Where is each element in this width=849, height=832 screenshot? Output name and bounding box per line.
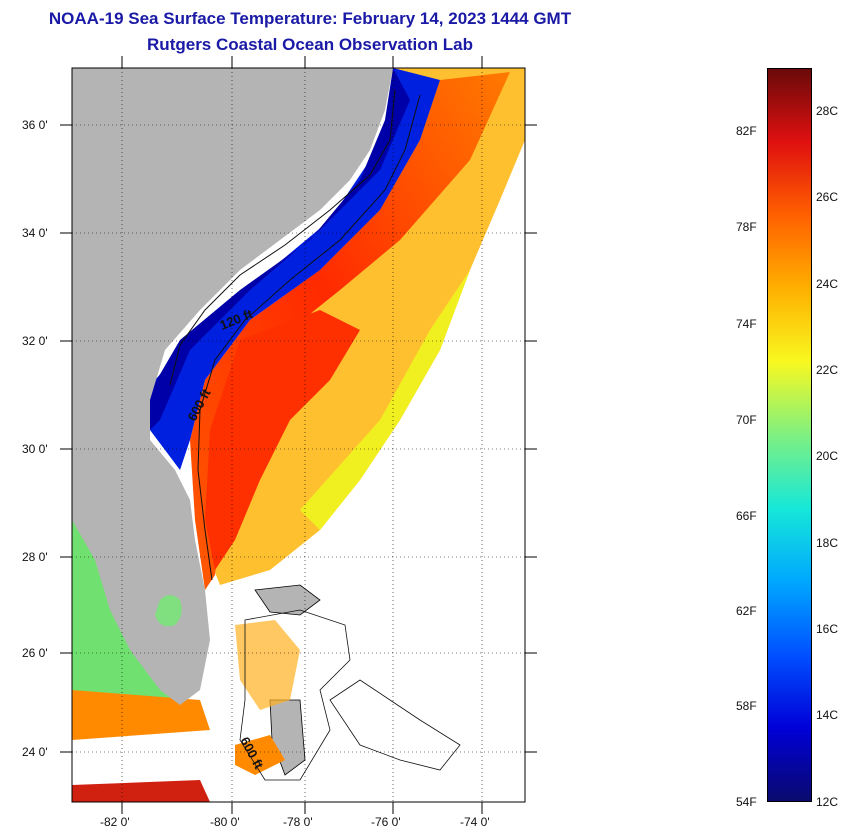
lon-label: -76 0' xyxy=(371,815,401,829)
colorbar-f-label: 82F xyxy=(736,124,757,138)
bahamas-bank xyxy=(235,620,300,710)
gulf-warm-edge xyxy=(72,690,210,740)
us-mainland xyxy=(72,68,393,705)
lon-label: -82 0' xyxy=(100,815,130,829)
colorbar-f-label: 78F xyxy=(736,220,757,234)
bahamas-grand xyxy=(254,584,321,616)
map-subtitle: Rutgers Coastal Ocean Observation Lab xyxy=(147,35,473,54)
colorbar-f-label: 74F xyxy=(736,317,757,331)
lat-label: 32 0' xyxy=(22,334,48,348)
lat-label: 36 0' xyxy=(22,118,48,132)
contour-600ft xyxy=(197,94,421,581)
map-title: NOAA-19 Sea Surface Temperature: Februar… xyxy=(48,9,572,28)
colorbar-f-label: 58F xyxy=(736,699,757,713)
lat-label: 26 0' xyxy=(22,646,48,660)
lon-label: -78 0' xyxy=(283,815,313,829)
florida-keys-water xyxy=(72,780,210,802)
colorbar-c-label: 22C xyxy=(816,363,839,377)
lake-okeechobee xyxy=(155,595,182,627)
temperature-colorbar xyxy=(767,68,812,802)
colorbar-c-label: 24C xyxy=(816,277,839,291)
bahamas-contour xyxy=(239,609,351,781)
colorbar-f-label: 66F xyxy=(736,509,757,523)
colorbar-f-label: 70F xyxy=(736,413,757,427)
lat-label: 24 0' xyxy=(22,745,48,759)
offshore-water xyxy=(210,68,525,585)
colorbar-c-label: 14C xyxy=(816,708,839,722)
yellow-fringe xyxy=(300,270,470,530)
lat-label: 34 0' xyxy=(22,226,48,240)
lat-label: 30 0' xyxy=(22,442,48,456)
map-frame xyxy=(71,67,526,803)
colorbar-c-label: 18C xyxy=(816,536,839,550)
colorbar-c-label: 16C xyxy=(816,622,839,636)
lon-label: -74 0' xyxy=(460,815,490,829)
colorbar-c-label: 20C xyxy=(816,449,839,463)
colorbar-f-label: 62F xyxy=(736,604,757,618)
lat-label: 28 0' xyxy=(22,550,48,564)
colorbar-f-label: 54F xyxy=(736,795,757,809)
gulf-stream-core xyxy=(205,310,360,570)
bahamas-contour-east xyxy=(329,679,461,771)
colorbar-c-label: 12C xyxy=(816,795,839,809)
gulf-stream xyxy=(190,72,510,590)
colorbar-c-label: 26C xyxy=(816,190,839,204)
map-ticks xyxy=(60,56,537,814)
contour-120ft xyxy=(169,89,396,386)
lon-label: -80 0' xyxy=(210,815,240,829)
bahamas-warm xyxy=(235,735,285,775)
colorbar-c-label: 28C xyxy=(816,104,839,118)
